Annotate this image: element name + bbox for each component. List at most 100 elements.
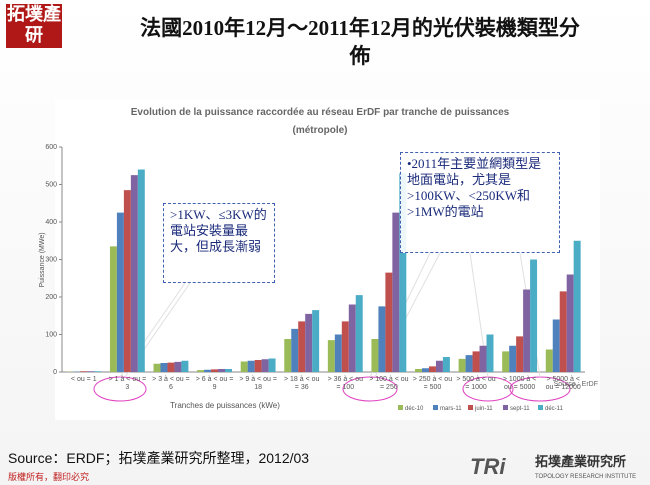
logo: 拓墣產研 (6, 4, 62, 48)
bar (552, 319, 560, 372)
bar (479, 345, 487, 372)
copyright: 版權所有，翻印必究 (8, 471, 89, 482)
bar (204, 369, 212, 372)
bar (291, 328, 299, 372)
y-axis-label: Puissance (MWe) (39, 232, 46, 287)
bar (516, 336, 524, 372)
bar (559, 291, 567, 372)
legend-swatch (503, 405, 508, 410)
legend-swatch (468, 405, 473, 410)
x-tick-label: > 1000 à < ou = 5000 (502, 376, 537, 391)
bar (174, 361, 182, 372)
bar (137, 169, 145, 372)
x-tick-label: > 3 à < ou = 6 (152, 376, 190, 391)
bar (573, 240, 581, 372)
bar (247, 360, 255, 372)
chart-title: Evolution de la puissance raccordée au r… (131, 107, 510, 118)
bar (268, 358, 276, 372)
x-tick-label: > 5000 à < ou = 12000 (545, 376, 581, 391)
x-tick-label: < ou = 1 (70, 376, 97, 383)
legend-label: juin-11 (474, 406, 493, 412)
x-tick-label: > 9 à < ou = 18 (239, 376, 277, 391)
bar (123, 190, 131, 372)
bar (341, 321, 349, 372)
bar (348, 304, 356, 372)
legend-swatch (398, 405, 403, 410)
x-tick-label: > 250 à < ou = 500 (412, 376, 453, 391)
bar (130, 175, 138, 372)
legend-label: déc-10 (405, 406, 424, 412)
slide-title: 法國2010年12月～2011年12月的光伏裝機類型分佈 (140, 16, 580, 68)
bar (87, 371, 95, 372)
bar (509, 345, 517, 372)
x-tick-label: > 100 à < ou = 250 (369, 376, 409, 391)
bar (566, 274, 574, 372)
y-tick-label: 500 (45, 182, 57, 189)
y-tick-label: 100 (45, 332, 57, 339)
x-tick-label: > 1 à < ou = 3 (108, 376, 147, 391)
chart-subtitle: (métropole) (293, 125, 348, 136)
bar (312, 310, 320, 372)
bar (530, 259, 538, 372)
bar (298, 321, 306, 372)
bar (80, 371, 88, 372)
bar (502, 351, 510, 372)
bar (225, 369, 232, 372)
bar (523, 289, 531, 372)
bar (160, 363, 168, 372)
bar (458, 358, 466, 372)
bar (305, 313, 313, 372)
bar (218, 369, 226, 372)
legend-swatch (433, 405, 438, 410)
bar (465, 355, 473, 372)
legend-swatch (538, 405, 543, 410)
brand: 拓墣產業研究所 (535, 454, 626, 469)
legend-label: mars-11 (440, 406, 462, 412)
x-axis-label: Tranches de puissances (kWe) (170, 401, 280, 410)
bar (415, 369, 422, 372)
brand-mark: TRi (470, 454, 506, 479)
bar (392, 212, 400, 372)
bar (116, 212, 124, 372)
legend-label: sept-11 (510, 406, 530, 412)
x-tick-label: > 6 à < ou = 9 (195, 376, 234, 391)
source: Source：ERDF；拓墣產業研究所整理，2012/03 (8, 450, 309, 467)
brand-en: TOPOLOGY RESEARCH INSTITUTE (535, 474, 636, 480)
bar (472, 351, 480, 372)
bar (428, 366, 436, 372)
bar (421, 368, 429, 372)
bar (167, 362, 175, 372)
y-tick-label: 400 (45, 219, 57, 226)
bar (94, 371, 102, 372)
bar (486, 334, 494, 372)
legend-label: déc-11 (545, 406, 564, 412)
bar (399, 173, 407, 372)
y-tick-label: 600 (45, 144, 57, 151)
x-tick-label: > 36 à < ou = 100 (327, 376, 363, 391)
bar (371, 339, 379, 372)
annotation: •2011年主要並網類型是地面電站，尤其是>100KW、<250KW和>1MW的… (400, 152, 560, 253)
bar (109, 246, 117, 372)
bar (284, 339, 292, 372)
bar (435, 360, 443, 372)
x-tick-label: > 18 à < ou = 36 (283, 376, 320, 391)
source-note: Source : ErDF (554, 381, 598, 388)
bar (261, 359, 269, 372)
bar (240, 361, 248, 372)
x-tick-label: > 500 à < ou = 1000 (456, 376, 496, 391)
y-tick-label: 300 (45, 257, 57, 264)
bar (153, 363, 161, 372)
bar (181, 360, 189, 372)
y-tick-label: 200 (45, 294, 57, 301)
y-tick-label: 0 (53, 369, 57, 376)
annotation: >1KW、≤3KW的電站安裝量最大，但成長漸弱 (163, 203, 275, 283)
bar (378, 306, 386, 372)
bar (385, 272, 393, 372)
bar (355, 295, 363, 372)
bar (545, 349, 553, 372)
bar (327, 340, 335, 372)
bar (334, 334, 342, 372)
bar (254, 360, 262, 372)
bar (197, 370, 205, 372)
